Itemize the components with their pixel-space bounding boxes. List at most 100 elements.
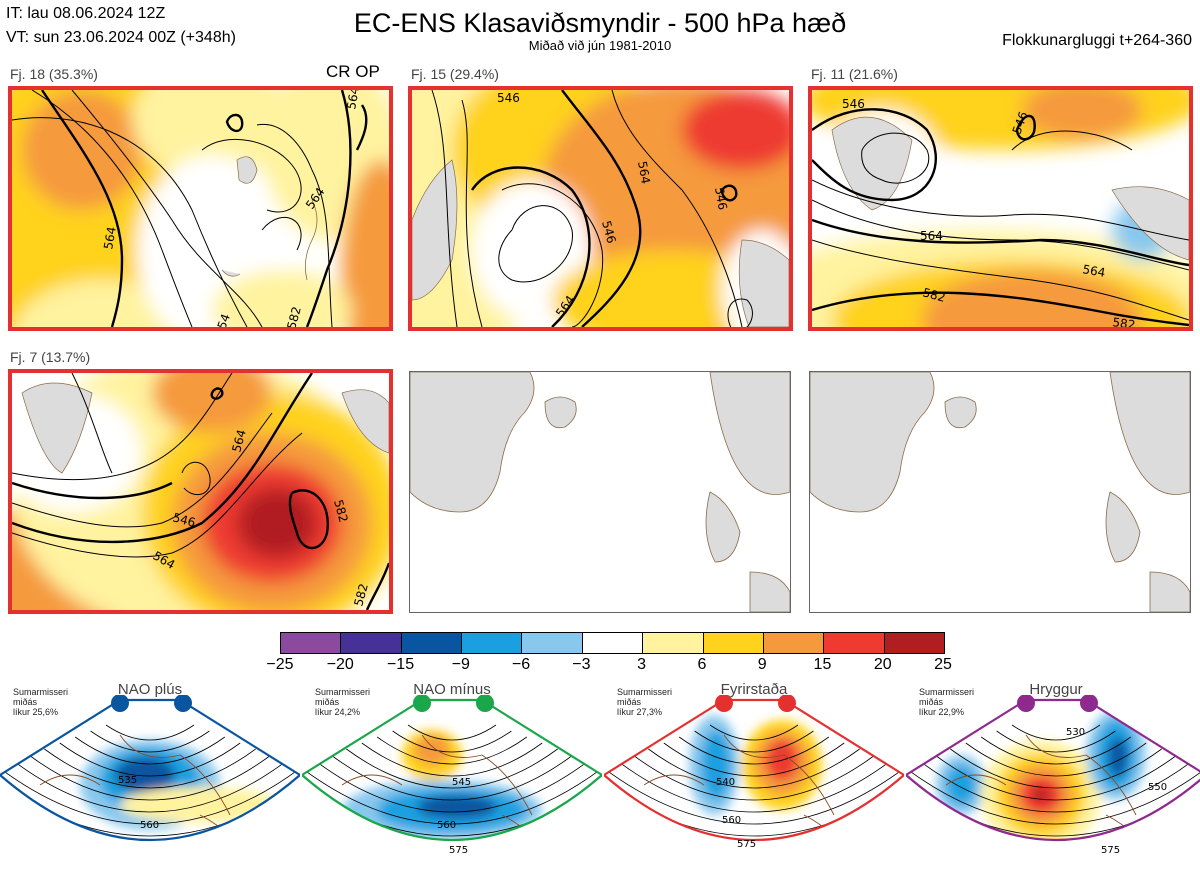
regime-contour-label: 575 — [449, 845, 468, 856]
contour-label: 582 — [284, 305, 303, 327]
regime-season: Sumarmisseri — [919, 687, 975, 697]
regime-contour-label: 540 — [716, 777, 735, 788]
contour-label: 54 — [215, 312, 233, 327]
contour-label: 564 — [1081, 262, 1106, 280]
valid-time: VT: sun 23.06.2024 00Z (+348h) — [6, 29, 236, 46]
page-subtitle: Miðað við jún 1981-2010 — [528, 38, 672, 53]
contour-label: 546 — [712, 186, 730, 211]
cluster-map-4[interactable]: 546 564 564 582 582 — [8, 369, 393, 614]
cluster-1-tag: CR OP — [326, 62, 380, 81]
colorbar-segment — [823, 633, 884, 653]
empty-map-panel — [409, 371, 791, 613]
regime-contour-label: 550 — [1148, 782, 1167, 793]
regime-title: NAO mínus — [413, 681, 491, 698]
colorbar-tick-label: 6 — [697, 656, 707, 673]
regime-panel: 540 560 575 Fyrirstaða Sumarmisseri miðás … — [604, 681, 904, 871]
regime-title: Hryggur — [1029, 681, 1083, 698]
regime-probability: líkur 25,6% — [13, 707, 59, 717]
colorbar-segment — [581, 633, 643, 653]
colorbar-tick-label: 25 — [934, 656, 952, 673]
contour-label: 546 — [171, 510, 197, 529]
colorbar-tick-label: 3 — [637, 656, 647, 673]
regime-sub: miðás — [315, 697, 340, 707]
regime-title: Fyrirstaða — [720, 681, 788, 698]
cluster-2-label: Fj. 15 (29.4%) — [411, 66, 499, 82]
init-time: IT: lau 08.06.2024 12Z — [6, 5, 166, 22]
cluster-map-2[interactable]: 546 546 564 564 546 — [408, 86, 793, 331]
regime-probability: líkur 22,9% — [919, 707, 965, 717]
regime-marker — [778, 695, 796, 712]
contour-label: 564 — [920, 229, 943, 243]
regime-marker — [476, 695, 494, 712]
colorbar — [280, 632, 945, 654]
contour-label: 564 — [101, 226, 119, 251]
regime-contour-label: 560 — [722, 815, 741, 826]
colorbar-segment — [461, 633, 522, 653]
regime-contour-label: 560 — [437, 820, 456, 831]
colorbar-tick-label: 9 — [757, 656, 767, 673]
regime-probability: líkur 27,3% — [617, 707, 663, 717]
colorbar-segment — [400, 633, 462, 653]
regime-season: Sumarmisseri — [13, 687, 69, 697]
colorbar-tick-label: −6 — [511, 656, 531, 673]
contour-label: 546 — [497, 91, 520, 105]
regime-info: Sumarmisseri miðás líkur 24,2% — [315, 687, 370, 717]
contour-label: 546 — [842, 97, 865, 111]
regime-contour-label: 575 — [737, 839, 756, 850]
regime-marker — [413, 695, 431, 712]
colorbar-segment — [281, 633, 341, 653]
contour-label: 546 — [599, 219, 618, 245]
regime-marker — [1080, 695, 1098, 712]
cluster-4-label: Fj. 7 (13.7%) — [10, 349, 91, 365]
contour-label: 564 — [344, 90, 362, 111]
contour-label: 582 — [331, 498, 350, 524]
colorbar-tick-label: −20 — [326, 656, 354, 673]
contour-label: 582 — [351, 582, 370, 608]
colorbar-tick-label: −3 — [572, 656, 591, 673]
regime-info: Sumarmisseri miðás líkur 22,9% — [919, 687, 974, 717]
regime-sub: miðás — [13, 697, 38, 707]
cluster-1-label: Fj. 18 (35.3%) — [10, 66, 98, 82]
regime-panel: 530 550 575 Hryggur Sumarmisseri miðás lík… — [906, 681, 1200, 871]
regime-contour-label: 575 — [1101, 845, 1120, 856]
regime-marker — [1017, 695, 1035, 712]
colorbar-tick-label: −15 — [386, 656, 415, 673]
regime-contour-label: 560 — [140, 820, 159, 831]
cluster-map-1[interactable]: 564 564 564 582 54 — [8, 86, 393, 331]
colorbar-segment — [762, 633, 824, 653]
regime-sub: miðás — [919, 697, 944, 707]
regime-marker — [174, 695, 192, 712]
regime-season: Sumarmisseri — [617, 687, 673, 697]
regime-season: Sumarmisseri — [315, 687, 371, 697]
contour-label: 564 — [635, 160, 653, 185]
regime-marker — [715, 695, 733, 712]
colorbar-tick-label: 20 — [873, 656, 892, 673]
contour-label: 564 — [229, 428, 248, 454]
colorbar-tick-label: −9 — [451, 656, 470, 673]
regime-marker — [111, 695, 129, 712]
colorbar-segment — [642, 633, 703, 653]
classification-window: Flokkunargluggi t+264-360 — [1002, 32, 1192, 49]
regime-info: Sumarmisseri miðás líkur 25,6% — [13, 687, 68, 717]
colorbar-segment — [702, 633, 763, 653]
colorbar-tick-label: −25 — [266, 656, 294, 673]
regime-panel: 535 560 NAO plús Sumarmisseri miðás líkur… — [0, 681, 300, 871]
cluster-3-label: Fj. 11 (21.6%) — [811, 66, 898, 82]
page-title: EC-ENS Klasaviðsmyndir - 500 hPa hæð — [353, 8, 847, 38]
colorbar-segment — [340, 633, 401, 653]
regime-contour-label: 530 — [1066, 727, 1085, 738]
contour-label: 582 — [1112, 315, 1137, 327]
regime-contour-label: 535 — [118, 775, 137, 786]
colorbar-segment — [883, 633, 944, 653]
regime-contour-label: 545 — [452, 777, 471, 788]
colorbar-segment — [521, 633, 582, 653]
regime-title: NAO plús — [117, 681, 183, 698]
regime-panel: 545 560 575 NAO mínus Sumarmisseri miðás l… — [302, 681, 602, 871]
cluster-map-3[interactable]: 546 546 564 564 582 582 — [808, 86, 1193, 331]
empty-map-panel — [809, 371, 1191, 613]
colorbar-tick-label: 15 — [813, 656, 832, 673]
regime-probability: líkur 24,2% — [315, 707, 361, 717]
regime-sub: miðás — [617, 697, 642, 707]
regime-info: Sumarmisseri miðás líkur 27,3% — [617, 687, 672, 717]
contour-label: 582 — [921, 285, 947, 304]
